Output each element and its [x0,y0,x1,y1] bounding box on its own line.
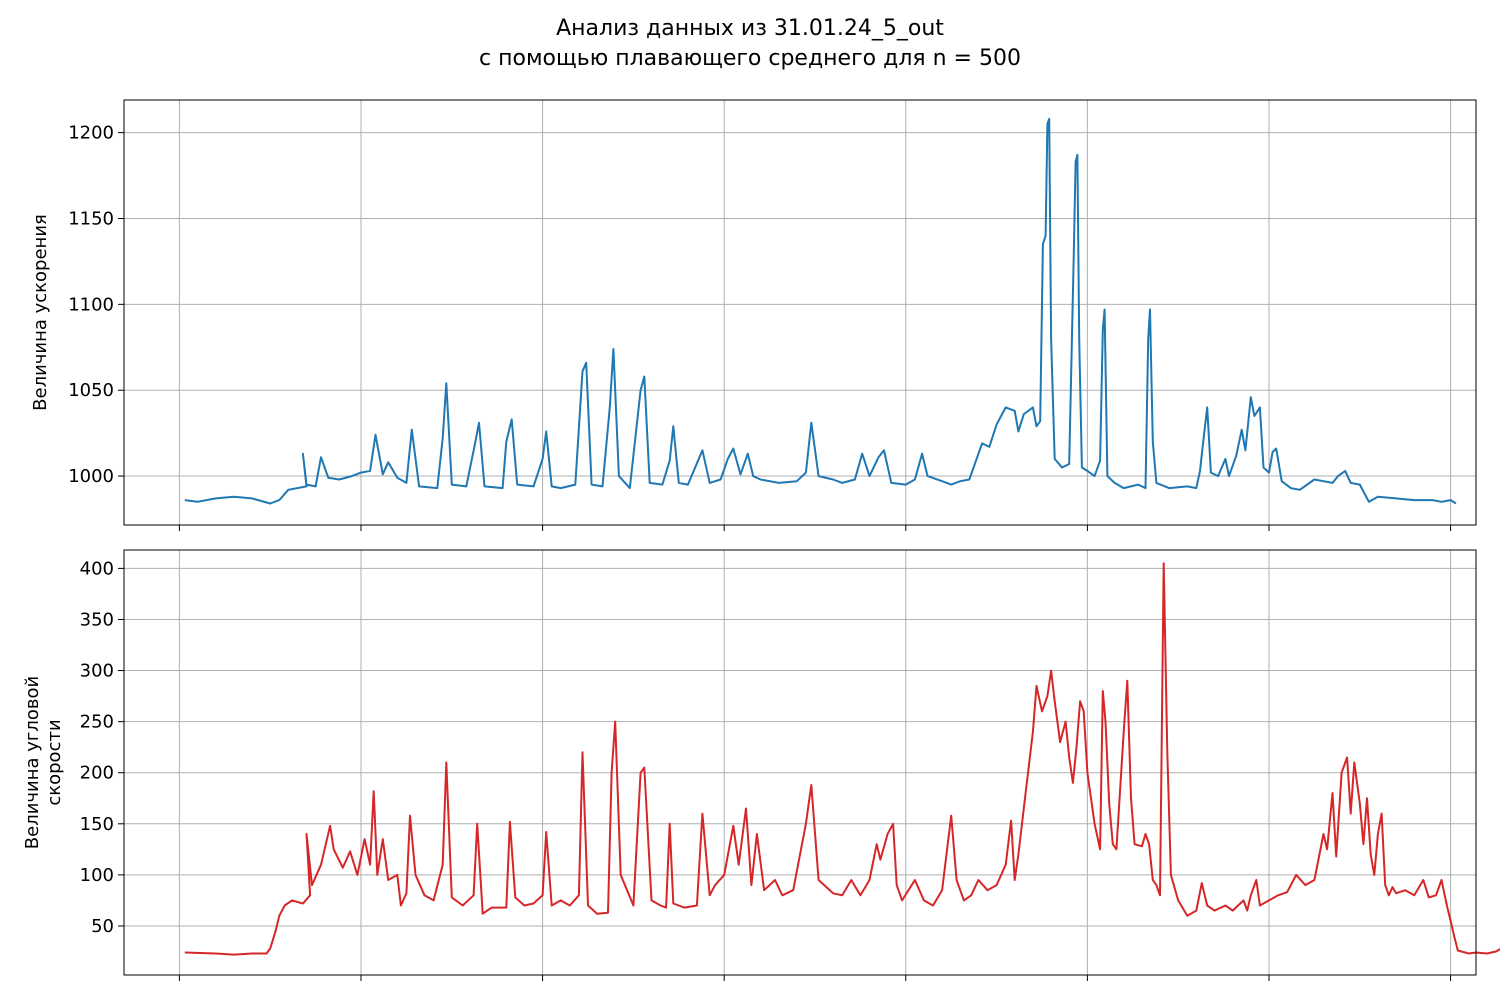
y-tick-label: 300 [80,661,114,682]
y-tick-label: 400 [80,558,114,579]
y-tick-label: 1200 [68,123,114,144]
y-axis-label-line: Величина ускорения [30,214,51,411]
axes-frame [123,99,1477,526]
y-tick-label: 1100 [68,294,114,315]
chart-panel-1: 1000 1050 1100 1150 1200 Величина ускорения [30,99,1477,531]
chart-panel-2: 50 100 150 200 250 300 350 400 Величина угловойс… [22,549,1500,981]
chart-title-line1: Анализ данных из 31.01.24_5_out [556,16,944,41]
series-line-1 [184,117,1457,505]
chart-title: Анализ данных из 31.01.24_5_out с помощь… [0,14,1500,74]
y-tick-label: 1050 [68,380,114,401]
y-axis-label-line: скорости [44,719,65,805]
y-tick-label: 250 [80,712,114,733]
y-axis-label-line: Величина угловой [22,676,43,849]
y-tick-label: 1000 [68,466,114,487]
chart-title-line2: с помощью плавающего среднего для n = 50… [479,46,1021,71]
series-line-2 [184,562,1500,956]
y-tick-label: 1150 [68,208,114,229]
axes-frame [123,549,1477,976]
y-tick-label: 50 [91,916,114,937]
y-tick-label: 100 [80,865,114,886]
y-tick-label: 200 [80,763,114,784]
y-tick-label: 150 [80,814,114,835]
y-axis-label: Величина угловойскорости [22,676,65,849]
y-axis-label: Величина ускорения [30,214,51,411]
y-tick-label: 350 [80,609,114,630]
